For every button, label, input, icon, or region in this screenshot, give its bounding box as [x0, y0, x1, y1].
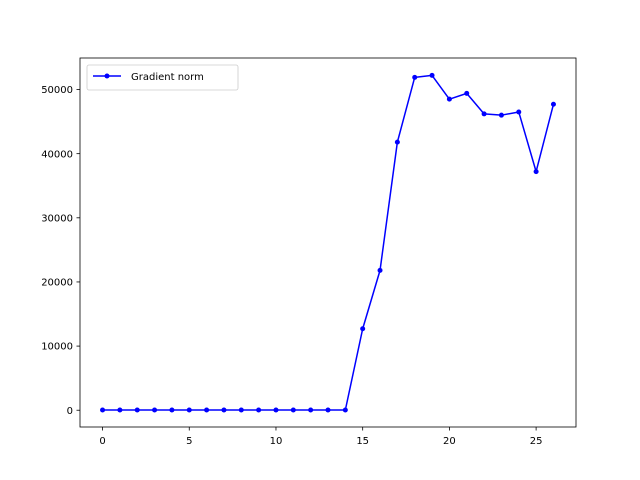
x-axis-ticks: 0 5 10 15 20 25 [99, 427, 542, 447]
x-tick-label: 0 [99, 436, 105, 447]
data-point [516, 109, 522, 115]
data-point [186, 407, 192, 413]
data-point [152, 407, 158, 413]
data-point [394, 139, 400, 145]
y-tick-label: 0 [67, 406, 73, 417]
data-point [273, 407, 279, 413]
y-axis-ticks: 0 10000 20000 30000 40000 50000 [41, 85, 80, 417]
legend-marker-swatch [104, 73, 110, 79]
data-point [412, 74, 418, 80]
data-point [134, 407, 140, 413]
y-tick-label: 50000 [41, 85, 73, 96]
data-point [429, 72, 435, 78]
data-point [169, 407, 175, 413]
data-point [481, 111, 487, 117]
y-tick-label: 20000 [41, 278, 73, 289]
y-tick-label: 10000 [41, 342, 73, 353]
data-point [204, 407, 210, 413]
data-point [308, 407, 314, 413]
data-point [464, 90, 470, 96]
plot-frame [79, 57, 577, 428]
data-point [550, 101, 556, 107]
x-tick-label: 5 [186, 436, 192, 447]
data-point [221, 407, 227, 413]
data-point [100, 407, 106, 413]
y-tick-label: 30000 [41, 213, 73, 224]
legend: Gradient norm [86, 64, 239, 91]
y-tick-label: 40000 [41, 149, 73, 160]
data-point [238, 407, 244, 413]
data-point [290, 407, 296, 413]
data-point [256, 407, 262, 413]
data-point [325, 407, 331, 413]
data-point [360, 326, 366, 332]
data-point [533, 169, 539, 175]
x-tick-label: 10 [270, 436, 283, 447]
series-line [102, 74, 555, 411]
series-layer [100, 72, 556, 413]
x-tick-label: 20 [443, 436, 456, 447]
data-point [117, 407, 123, 413]
data-point [498, 112, 504, 118]
data-point [446, 96, 452, 102]
legend-box [86, 64, 239, 91]
x-tick-label: 25 [530, 436, 543, 447]
data-point [377, 267, 383, 273]
legend-label: Gradient norm [131, 72, 204, 83]
x-tick-label: 15 [356, 436, 369, 447]
data-point [342, 407, 348, 413]
